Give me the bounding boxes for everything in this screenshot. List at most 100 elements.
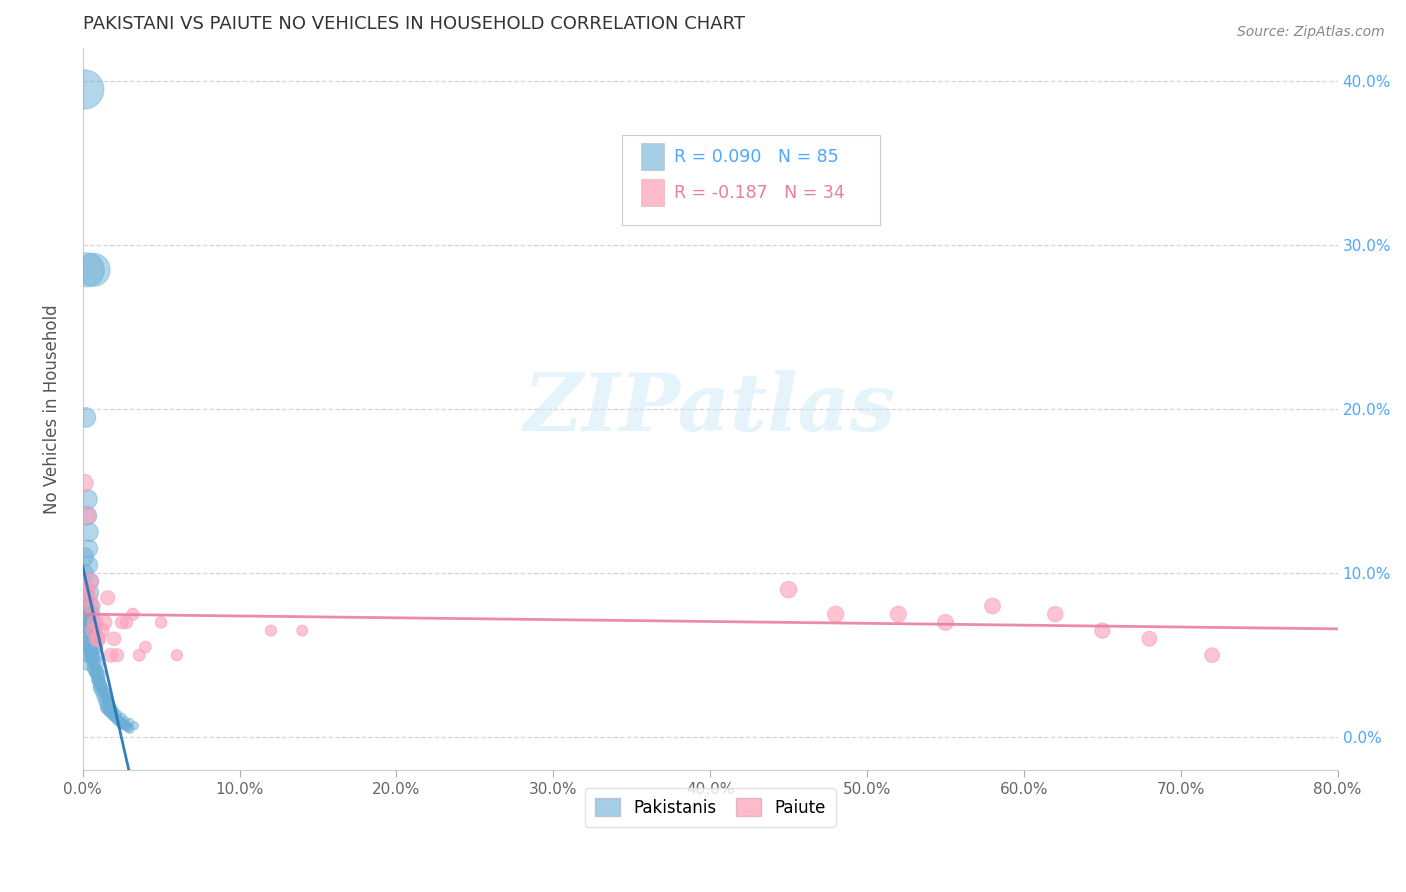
Point [90,624,112,638]
Point [80,607,103,622]
Point [778,582,800,597]
Text: ZIPatlas: ZIPatlas [524,370,896,448]
Point [75,410,97,425]
Point [101,707,124,722]
Point [118,715,141,730]
Point [105,707,128,722]
Point [76,648,98,663]
Point [114,719,136,733]
Point [166,648,188,663]
Point [121,607,143,622]
Point [114,714,136,728]
Point [84,615,107,630]
Point [84,640,107,654]
FancyBboxPatch shape [641,179,664,206]
Point [103,709,125,723]
Point [86,668,108,682]
Point [89,681,111,695]
Point [79,599,101,613]
Point [76,263,98,277]
Point [93,694,115,708]
Text: Source: ZipAtlas.com: Source: ZipAtlas.com [1237,25,1385,39]
Point [107,714,129,728]
Point [77,591,100,605]
Point [93,615,115,630]
Point [83,657,105,671]
Point [76,657,98,671]
FancyBboxPatch shape [641,143,664,170]
Point [83,263,105,277]
Point [76,508,98,523]
Point [90,684,112,698]
Point [117,720,139,734]
Point [75,582,97,597]
Point [80,615,103,630]
Point [112,717,135,731]
Point [260,624,283,638]
Point [80,648,103,663]
Point [105,648,128,663]
Point [80,651,103,665]
Point [150,615,173,630]
Point [77,525,100,540]
Point [134,640,156,654]
Point [77,624,100,638]
Point [98,696,121,710]
Point [76,618,98,632]
Point [79,574,101,589]
Point [91,689,114,703]
Point [1091,624,1114,638]
Point [118,722,141,736]
Point [77,541,100,556]
Point [934,615,956,630]
Point [79,645,101,659]
Point [73,566,96,581]
Point [97,591,120,605]
Point [75,632,97,646]
Point [76,508,98,523]
Point [100,699,122,714]
Point [96,689,118,703]
Point [87,673,110,687]
Point [75,599,97,613]
Point [124,719,146,733]
Point [76,612,98,626]
Text: PAKISTANI VS PAIUTE NO VEHICLES IN HOUSEHOLD CORRELATION CHART: PAKISTANI VS PAIUTE NO VEHICLES IN HOUSE… [83,15,745,33]
Text: R = -0.187   N = 34: R = -0.187 N = 34 [673,184,845,202]
Point [981,599,1004,613]
Point [86,657,108,671]
Point [291,624,314,638]
Point [110,715,132,730]
Point [73,582,96,597]
Point [86,665,108,679]
Point [93,686,115,700]
Point [75,607,97,622]
Point [111,615,134,630]
Point [83,624,105,638]
Point [87,668,110,682]
Point [84,648,107,663]
Point [87,673,110,687]
Point [75,640,97,654]
Point [73,615,96,630]
Point [90,679,112,693]
Point [103,632,125,646]
Point [100,706,122,720]
Point [77,635,100,649]
Point [103,704,125,718]
Point [101,702,124,716]
Point [97,702,120,716]
Y-axis label: No Vehicles in Household: No Vehicles in Household [44,304,60,514]
Point [1201,648,1223,663]
Point [111,710,134,724]
Point [86,632,108,646]
Point [76,492,98,507]
Point [115,719,138,733]
Point [824,607,846,622]
Point [89,678,111,692]
Point [80,599,103,613]
Point [91,682,114,697]
Point [79,574,101,589]
Point [73,475,96,490]
Point [83,632,105,646]
